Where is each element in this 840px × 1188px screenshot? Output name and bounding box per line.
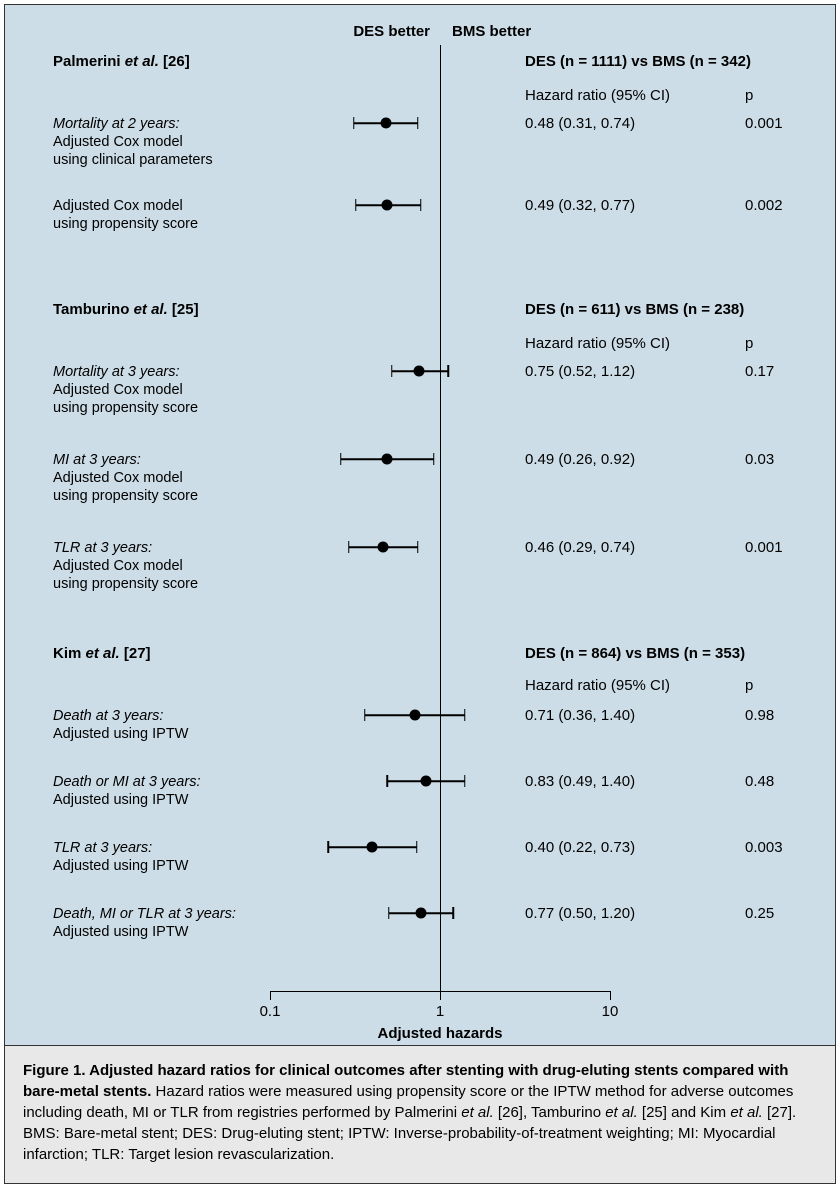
outcome-label: MI at 3 years:Adjusted Cox modelusing pr…: [53, 451, 293, 505]
outcome-label: Death, MI or TLR at 3 years:Adjusted usi…: [53, 905, 293, 941]
comparison-header: DES (n = 1111) vs BMS (n = 342): [525, 53, 751, 70]
outcome-label: TLR at 3 years:Adjusted using IPTW: [53, 839, 293, 875]
hr-marker: [382, 454, 393, 465]
forest-plot-figure: DES betterBMS better0.1110Adjusted hazar…: [4, 4, 836, 1184]
hr-marker: [382, 200, 393, 211]
outcome-label: TLR at 3 years:Adjusted Cox modelusing p…: [53, 539, 293, 593]
hr-marker: [409, 710, 420, 721]
outcome-label: Mortality at 2 years:Adjusted Cox modelu…: [53, 115, 293, 169]
plot-area: DES betterBMS better0.1110Adjusted hazar…: [5, 5, 835, 1045]
figure-caption: Figure 1. Adjusted hazard ratios for cli…: [5, 1045, 835, 1183]
hr-marker: [367, 842, 378, 853]
study-header: Palmerini et al. [26]: [53, 53, 190, 70]
outcome-label: Mortality at 3 years:Adjusted Cox modelu…: [53, 363, 293, 417]
comparison-header: DES (n = 611) vs BMS (n = 238): [525, 301, 744, 318]
study-header: Tamburino et al. [25]: [53, 301, 199, 318]
study-header: Kim et al. [27]: [53, 645, 151, 662]
outcome-label: Adjusted Cox modelusing propensity score: [53, 197, 293, 233]
hr-marker: [421, 776, 432, 787]
hr-marker: [413, 366, 424, 377]
outcome-label: Death at 3 years:Adjusted using IPTW: [53, 707, 293, 743]
hr-marker: [415, 908, 426, 919]
comparison-header: DES (n = 864) vs BMS (n = 353): [525, 645, 745, 662]
hr-marker: [377, 542, 388, 553]
outcome-label: Death or MI at 3 years:Adjusted using IP…: [53, 773, 293, 809]
hr-marker: [380, 118, 391, 129]
